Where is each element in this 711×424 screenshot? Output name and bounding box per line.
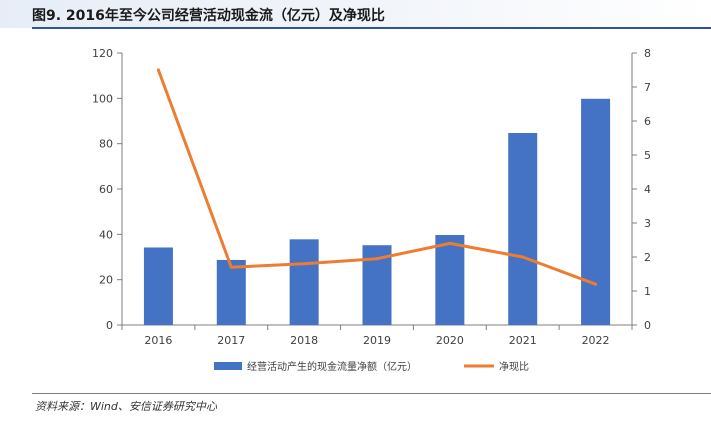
legend-line-label: 净现比 [499,360,529,373]
y-left-tick-label: 60 [99,183,113,196]
y-right-tick-label: 7 [644,81,651,94]
bar [581,98,611,325]
ratio-point [302,262,306,266]
y-right-tick-label: 0 [644,319,651,332]
y-left-tick-label: 120 [92,47,113,60]
y-right-tick-label: 6 [644,115,651,128]
bar [143,247,173,325]
y-right-tick-label: 4 [644,183,651,196]
ratio-point [521,255,525,259]
figure-title: 图9. 2016年至今公司经营活动现金流（亿元）及净现比 [32,8,385,24]
source-note: 资料来源：Wind、安信证券研究中心 [35,400,217,413]
y-right-tick-label: 1 [644,285,651,298]
y-left-tick-label: 40 [99,228,113,241]
ratio-point [229,265,233,269]
ratio-point [156,68,160,72]
bottom-rule [32,393,711,394]
x-tick-label: 2019 [363,334,391,347]
y-right-tick-label: 3 [644,217,651,230]
title-rule [32,27,711,29]
y-left-tick-label: 100 [92,92,113,105]
ratio-point [594,282,598,286]
legend-bar-label: 经营活动产生的现金流量净额（亿元） [247,360,417,373]
ratio-point [448,241,452,245]
y-left-tick-label: 80 [99,138,113,151]
bar [508,133,538,325]
title-bar [0,0,711,28]
y-left-tick-label: 0 [106,319,113,332]
y-right-tick-label: 5 [644,149,651,162]
bar [289,239,319,325]
bar [216,259,246,325]
x-tick-label: 2021 [509,334,537,347]
x-tick-label: 2018 [290,334,318,347]
ratio-point [375,257,379,261]
x-tick-label: 2017 [217,334,245,347]
x-tick-label: 2020 [436,334,464,347]
y-right-tick-label: 8 [644,47,651,60]
x-tick-label: 2016 [144,334,172,347]
x-tick-label: 2022 [582,334,610,347]
y-left-tick-label: 20 [99,274,113,287]
bar [435,235,465,325]
legend-bar-swatch [214,362,242,370]
y-right-tick-label: 2 [644,251,651,264]
